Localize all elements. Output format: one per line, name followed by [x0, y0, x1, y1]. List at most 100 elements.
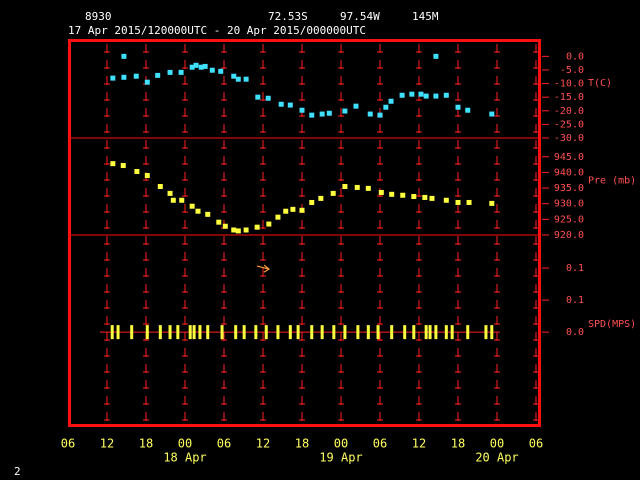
data-point: [422, 194, 428, 200]
x-tick-label: 00: [178, 437, 192, 451]
data-point: [144, 173, 150, 179]
data-point: [283, 208, 289, 214]
station: 8930: [85, 10, 112, 23]
data-point: [235, 228, 241, 234]
data-point: [455, 199, 461, 205]
data-point: [330, 190, 336, 196]
x-tick-label: 06: [373, 437, 387, 451]
wind-tick: [110, 325, 114, 340]
wind-tick: [220, 325, 224, 340]
y-tick-label: -5.0: [560, 65, 584, 76]
wind-tick: [168, 325, 172, 340]
latitude: 72.53S: [268, 10, 308, 23]
y-tick-label: 940.0: [554, 167, 584, 178]
wind-tick: [145, 325, 149, 340]
wind-tick: [320, 325, 324, 340]
data-point: [121, 53, 127, 59]
data-point: [443, 197, 449, 203]
y-tick-label: 945.0: [554, 152, 584, 163]
data-point: [265, 95, 271, 101]
wind-tick: [403, 325, 407, 340]
y-tick-label: -15.0: [554, 92, 584, 103]
wind-tick: [192, 325, 196, 340]
data-point: [388, 98, 394, 104]
data-point: [489, 200, 495, 206]
data-point: [433, 93, 439, 99]
data-point: [205, 211, 211, 217]
data-point: [266, 221, 272, 227]
wind-tick: [206, 325, 210, 340]
data-point: [353, 103, 359, 109]
y-tick-label: -30.0: [554, 133, 584, 144]
wind-tick: [412, 325, 416, 340]
wind-tick: [343, 325, 347, 340]
data-point: [378, 189, 384, 195]
data-point: [193, 62, 199, 68]
data-point: [133, 73, 139, 79]
data-point: [110, 75, 116, 81]
y-tick-label: 935.0: [554, 183, 584, 194]
y-axis-label: SPD(MPS): [588, 319, 636, 330]
data-point: [377, 112, 383, 118]
wind-tick: [428, 325, 432, 340]
data-point: [326, 110, 332, 116]
y-tick-label: 925.0: [554, 214, 584, 225]
data-point: [235, 76, 241, 82]
data-point: [290, 206, 296, 212]
data-point: [157, 184, 163, 189]
y-tick-label: 920.0: [554, 230, 584, 241]
y-tick-label: -25.0: [554, 119, 584, 130]
data-point: [318, 195, 324, 201]
data-point: [433, 53, 439, 59]
data-point: [400, 192, 406, 198]
data-point: [170, 197, 176, 203]
elevation: 145M: [412, 10, 439, 23]
date-label: 19 Apr: [319, 451, 362, 465]
data-point: [299, 107, 305, 113]
y-tick-label: 930.0: [554, 199, 584, 210]
data-point: [411, 194, 417, 200]
data-point: [443, 92, 449, 98]
data-point: [423, 93, 429, 99]
wind-tick: [332, 325, 336, 340]
data-point: [455, 104, 461, 110]
data-point: [319, 111, 325, 117]
data-point: [167, 190, 173, 196]
data-point: [342, 184, 348, 189]
wind-tick: [484, 325, 488, 340]
data-point: [167, 69, 173, 75]
data-point: [144, 79, 150, 85]
data-point: [383, 104, 389, 110]
data-point: [110, 161, 116, 167]
data-point: [254, 224, 260, 230]
wind-tick: [116, 325, 120, 340]
wind-tick: [296, 325, 300, 340]
x-tick-label: 18: [451, 437, 465, 451]
data-point: [399, 92, 405, 98]
wind-tick: [254, 325, 258, 340]
wind-tick: [390, 325, 394, 340]
y-tick-label: 0.1: [566, 263, 584, 274]
data-point: [275, 214, 281, 220]
wind-tick: [466, 325, 470, 340]
wind-tick: [424, 325, 428, 340]
data-point: [354, 184, 360, 190]
wind-tick: [434, 325, 438, 340]
wind-tick: [176, 325, 180, 340]
x-tick-label: 00: [490, 437, 504, 451]
data-point: [155, 72, 161, 78]
wind-tick: [188, 325, 192, 340]
wind-tick: [450, 325, 454, 340]
x-tick-label: 06: [529, 437, 543, 451]
wind-tick: [490, 325, 494, 340]
data-point: [465, 107, 471, 113]
data-point: [489, 111, 495, 117]
longitude: 97.54W: [340, 10, 380, 23]
data-point: [287, 102, 293, 108]
data-point: [121, 74, 127, 80]
x-tick-label: 06: [217, 437, 231, 451]
frame: [68, 39, 541, 427]
x-tick-label: 12: [256, 437, 270, 451]
data-point: [299, 207, 305, 213]
